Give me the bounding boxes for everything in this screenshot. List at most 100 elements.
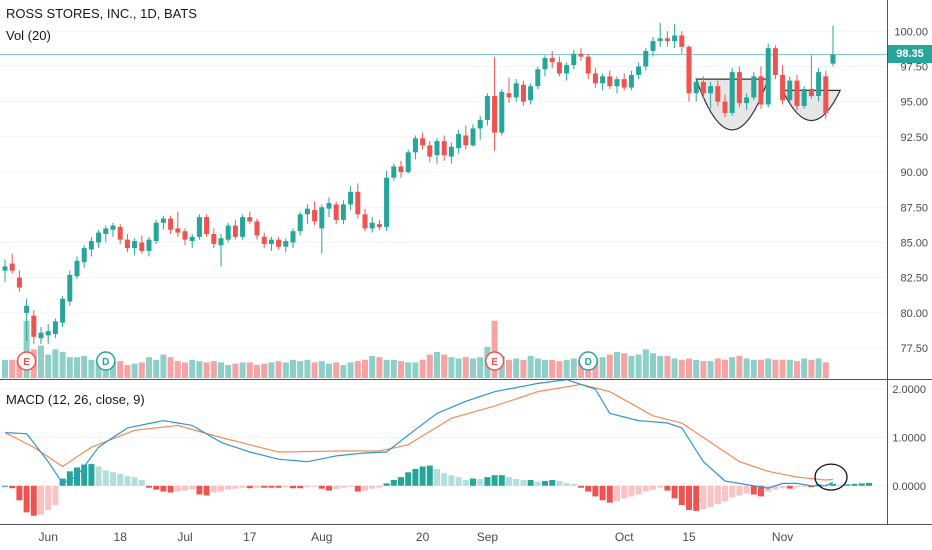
macd-histogram-bar (138, 480, 145, 486)
candle-body (304, 208, 310, 215)
volume-bar (700, 361, 707, 378)
event-marker-label: E (491, 357, 498, 368)
macd-histogram-bar (455, 477, 462, 486)
volume-bar (45, 354, 52, 378)
macd-histogram-bar (657, 485, 664, 488)
volume-bar (556, 361, 563, 378)
volume-bar (117, 361, 124, 378)
volume-bar (297, 361, 304, 378)
dividend-marker[interactable] (96, 351, 116, 371)
candle-body (312, 210, 318, 222)
volume-bar (23, 320, 30, 378)
candle-body (290, 231, 296, 243)
volume-bar (376, 357, 383, 378)
volume-bar (239, 362, 246, 378)
hand-drawn-circle-annotation (814, 463, 848, 491)
macd-histogram-bar (297, 485, 304, 489)
candle-body (592, 73, 598, 84)
macd-histogram-bar (650, 485, 656, 490)
candle-body (204, 217, 210, 235)
candle-body (643, 50, 649, 67)
candle-body (391, 166, 397, 178)
volume-bar (290, 359, 296, 378)
candle-body (751, 76, 757, 98)
candle-body (700, 81, 706, 94)
volume-bar (664, 355, 671, 378)
macd-histogram-bar (390, 480, 397, 486)
candle-body (16, 277, 22, 288)
dividend-marker[interactable] (578, 351, 598, 371)
volume-bar (714, 358, 721, 378)
candle-body (794, 80, 800, 106)
price-tick-label: 92.50 (900, 132, 928, 144)
volume-bar (563, 359, 570, 378)
macd-histogram-bar (398, 477, 404, 486)
macd-histogram-bar (614, 485, 620, 502)
price-tick-label: 77.50 (900, 343, 928, 355)
candle-body (556, 62, 562, 74)
macd-histogram-bar (203, 485, 210, 496)
candle-body (585, 56, 591, 74)
volume-bar (441, 354, 448, 378)
macd-histogram-bar (866, 482, 872, 486)
earnings-marker[interactable] (16, 351, 37, 371)
macd-histogram-bar (117, 473, 124, 486)
macd-histogram-bar (146, 485, 152, 488)
volume-bar (203, 362, 210, 378)
candle-body (708, 86, 714, 94)
macd-title: MACD (12, 26, close, 9) (6, 392, 145, 407)
volume-bar (722, 359, 728, 378)
macd-histogram-bar (628, 485, 635, 497)
macd-histogram-bar (153, 485, 160, 490)
price-tick-label: 87.50 (900, 202, 928, 214)
volume-bar (326, 363, 332, 378)
candle-body (117, 226, 123, 240)
candle-body (830, 54, 836, 64)
candle-body (492, 96, 498, 133)
macd-histogram-bar (736, 485, 743, 496)
macd-axis: 0.0000 1.0000 2.0000 (892, 384, 926, 493)
date-axis: Jun 18 Jul 17 Aug 20 Sep Oct 15 Nov (39, 530, 794, 544)
candle-body (268, 239, 274, 244)
candle-body (808, 88, 814, 97)
price-tick-label: 100.00 (894, 26, 928, 38)
price-tick-label: 97.50 (900, 61, 928, 73)
macd-tick-label: 0.0000 (892, 481, 926, 493)
candle-body (96, 232, 102, 243)
candle-body (240, 217, 246, 237)
macd-histogram-bar (110, 472, 116, 486)
candle-body (801, 88, 807, 106)
macd-histogram-bar (851, 483, 858, 486)
candle-body (679, 35, 685, 47)
macd-histogram-bar (354, 485, 361, 492)
earnings-marker[interactable] (484, 351, 505, 371)
volume-bar (815, 358, 822, 378)
macd-histogram-bar (722, 485, 728, 502)
candle-body (434, 141, 440, 156)
macd-histogram-bar (261, 485, 268, 488)
volume-bar (650, 353, 656, 378)
volume-bar (743, 358, 750, 378)
candle-body (772, 48, 778, 75)
volume-bars (2, 320, 829, 378)
volume-bar (189, 359, 196, 378)
macd-tick-label: 2.0000 (892, 384, 926, 396)
volume-bar (758, 359, 764, 378)
candle-body (420, 138, 426, 146)
candle-body (24, 305, 30, 313)
volume-bar (599, 357, 606, 378)
macd-histogram-bar (369, 485, 376, 489)
candle-body (355, 191, 361, 215)
macd-histogram-bar (750, 485, 757, 495)
macd-histogram-bar (527, 480, 534, 486)
macd-tick-label: 1.0000 (892, 433, 926, 445)
macd-histogram-bar (578, 485, 584, 488)
volume-bar (268, 362, 275, 378)
last-price-badge: 98.35 (888, 45, 932, 64)
macd-histogram-bar (563, 482, 570, 486)
candle-body (45, 331, 51, 336)
macd-histogram-bar (426, 465, 433, 486)
candle-body (196, 217, 202, 237)
